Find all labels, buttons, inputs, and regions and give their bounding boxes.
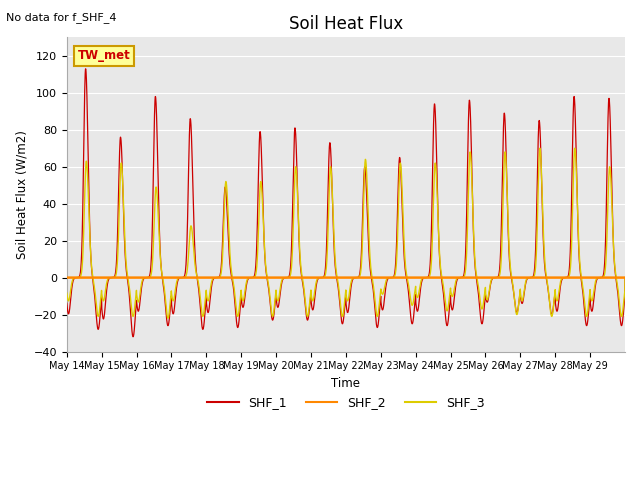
- Title: Soil Heat Flux: Soil Heat Flux: [289, 15, 403, 33]
- Text: TW_met: TW_met: [78, 49, 131, 62]
- Y-axis label: Soil Heat Flux (W/m2): Soil Heat Flux (W/m2): [15, 130, 28, 259]
- Legend: SHF_1, SHF_2, SHF_3: SHF_1, SHF_2, SHF_3: [202, 391, 490, 414]
- X-axis label: Time: Time: [332, 377, 360, 390]
- Text: No data for f_SHF_4: No data for f_SHF_4: [6, 12, 117, 23]
